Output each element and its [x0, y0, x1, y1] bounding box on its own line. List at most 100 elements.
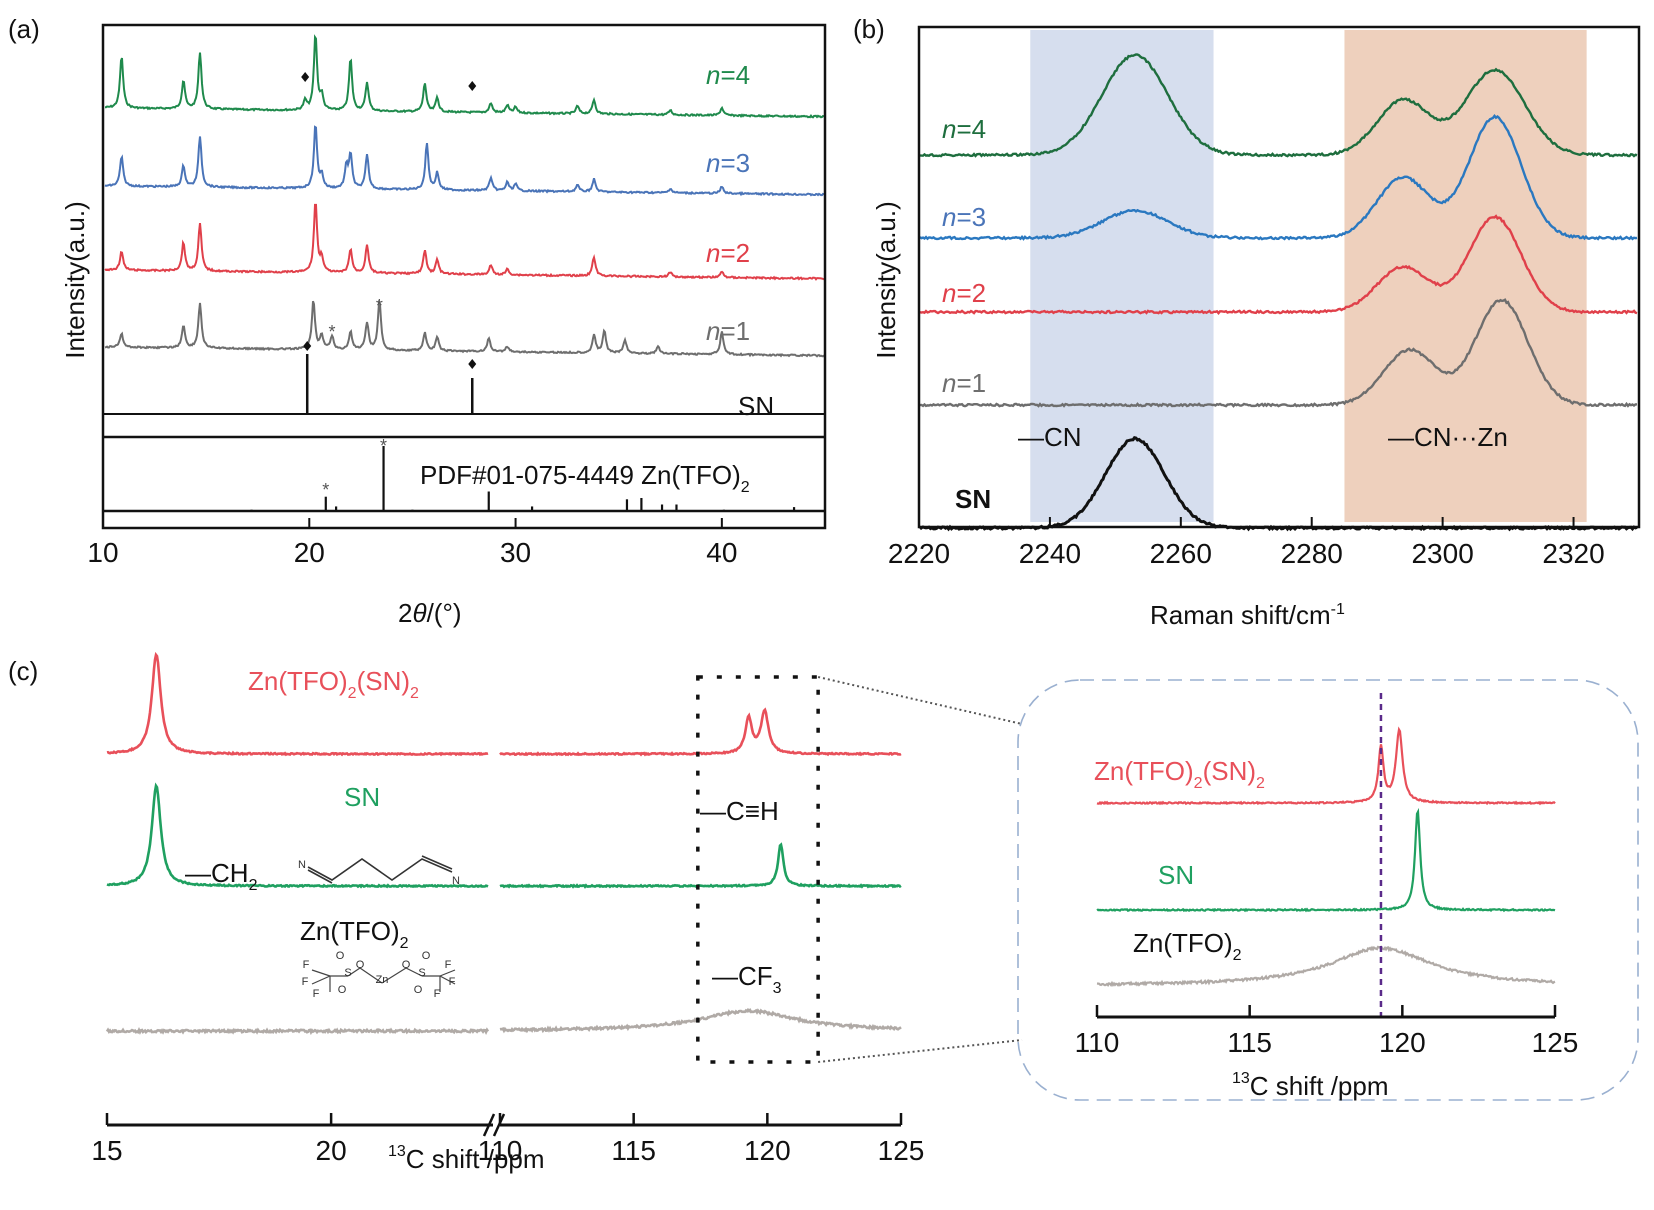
- tfo-atom-f: F: [302, 976, 309, 988]
- panel-label-c: (c): [8, 656, 38, 686]
- xtick-label-a: 10: [87, 537, 118, 568]
- xtick-label-b: 2280: [1281, 538, 1343, 569]
- tfo-bond: [439, 969, 456, 977]
- xtick-label-c: 125: [878, 1135, 925, 1166]
- xtick-label-b: 2260: [1150, 538, 1212, 569]
- xtick-label-b: 2320: [1542, 538, 1604, 569]
- tfo-atom-zn: Zn: [376, 974, 389, 986]
- inset-label-zntfo: Zn(TFO)2: [1133, 928, 1242, 964]
- series-label-n2: n=2: [706, 238, 750, 268]
- panel-b-frame: [917, 25, 1641, 529]
- raman-label-n4: n=4: [942, 114, 986, 144]
- nmr-line-Zn(TFO)2(SN)2-seg0: [106, 651, 489, 757]
- inset-line-Zn(TFO)2: [1096, 945, 1556, 988]
- xtick-label-c: 110: [478, 1135, 523, 1166]
- zoom-box: [696, 675, 820, 1064]
- xtick-label-inset: 120: [1379, 1027, 1426, 1058]
- panel-c-nmr: 15 20 110 115 120 125 13C shift /ppm Zn(TFO)2…: [91, 651, 1639, 1174]
- xrd-line-n3: [104, 125, 825, 197]
- raman-label-n2: n=2: [942, 278, 986, 308]
- nmr-line-SN-seg1: [499, 842, 902, 889]
- tfo-bond: [311, 969, 331, 977]
- tfo-atom-s: S: [418, 967, 425, 979]
- diamond-marker: [301, 72, 310, 82]
- raman-label-n1: n=1: [942, 368, 986, 398]
- nmr-label-zntfo: Zn(TFO)2: [300, 916, 409, 952]
- zoom-connector-top: [817, 676, 1023, 725]
- nmr-label-sn: SN: [344, 782, 380, 812]
- diamond-marker: [468, 359, 477, 369]
- sn-triple-bond-left: [307, 869, 333, 884]
- ref-label-pdf: PDF#01-075-4449 Zn(TFO)2: [420, 460, 750, 496]
- tfo-atom-o: O: [402, 959, 411, 971]
- xrd-line-n2: [104, 203, 825, 281]
- xtick-label-inset: 125: [1532, 1027, 1579, 1058]
- panel-c-xlabel: 13C shift /ppm: [388, 1143, 545, 1174]
- raman-line-n1: [919, 298, 1638, 408]
- annot-cequivh: —C≡H: [700, 796, 779, 826]
- sn-triple-bond-right: [421, 855, 453, 870]
- raman-label-sn: SN: [955, 484, 991, 514]
- ref-label-sn: SN: [738, 391, 774, 421]
- xtick-label-c: 20: [316, 1135, 347, 1166]
- raman-line-n4: [919, 53, 1638, 158]
- asterisk-marker: *: [322, 480, 329, 500]
- panel-b-xlabel: Raman shift/cm-1: [1150, 600, 1345, 630]
- tfo-bond: [381, 967, 407, 984]
- inset-xlabel: 13C shift /ppm: [1232, 1070, 1389, 1101]
- xtick-label-b: 2300: [1411, 538, 1473, 569]
- asterisk-marker: *: [380, 436, 387, 456]
- tfo-atom-s: S: [344, 967, 351, 979]
- tfo-atom-f: F: [449, 976, 456, 988]
- xtick-label-c: 115: [611, 1135, 656, 1166]
- series-label-n4: n=4: [706, 60, 750, 90]
- panel-label-b: (b): [853, 14, 885, 44]
- zoom-connector-bottom: [818, 1039, 1023, 1063]
- xrd-line-n4: [105, 34, 825, 119]
- inset-line-Zn(TFO)2(SN)2: [1096, 726, 1556, 806]
- panel-a-xrd: * * * * 10 20 30 40 Intensity(a.u.) 2θ/(°) n=4…: [60, 23, 827, 628]
- sn-molecule-structure: N N: [298, 855, 460, 887]
- panel-a-xlabel: 2θ/(°): [398, 598, 462, 628]
- tfo-atom-f: F: [313, 988, 320, 1000]
- sn-atom-n-left: N: [298, 859, 306, 871]
- xtick-label-b: 2220: [888, 538, 950, 569]
- tfo-bond: [405, 967, 423, 977]
- raman-label-n3: n=3: [942, 202, 986, 232]
- nmr-line-Zn(TFO)2(SN)2-seg1: [499, 707, 902, 757]
- nmr-line-SN-seg0: [106, 782, 489, 889]
- nmr-label-complex: Zn(TFO)2(SN)2: [248, 666, 419, 702]
- raman-band-cn: [1030, 30, 1214, 522]
- tfo-atom-o: O: [336, 950, 345, 962]
- diamond-marker: [303, 341, 312, 351]
- xrd-line-n1: [104, 299, 825, 358]
- xtick-label-inset: 115: [1227, 1027, 1272, 1058]
- inset-border: [1017, 679, 1639, 1101]
- raman-line-n2: [919, 214, 1638, 315]
- tfo-bond: [439, 975, 456, 985]
- xtick-label-b: 2240: [1019, 538, 1081, 569]
- xtick-label-a: 20: [294, 537, 325, 568]
- sn-atom-n-right: N: [452, 875, 460, 887]
- tfo-atom-o: O: [338, 984, 347, 996]
- annot-ch2: —CH2: [185, 858, 258, 894]
- xtick-label-c: 15: [91, 1135, 122, 1166]
- axis-break-mark: [482, 1113, 496, 1137]
- asterisk-marker: *: [328, 322, 335, 342]
- xtick-label-inset: 110: [1075, 1027, 1120, 1058]
- diamond-marker: [468, 81, 477, 91]
- tfo-bond: [359, 967, 383, 984]
- panel-b-raman: 2220 2240 2260 2280 2300 2320 Intensity(a.u.)…: [871, 25, 1641, 630]
- tfo-atom-o: O: [422, 950, 431, 962]
- series-label-n1: n=1: [706, 316, 750, 346]
- inset-label-sn: SN: [1158, 860, 1194, 890]
- xtick-label-c: 120: [744, 1135, 791, 1166]
- tfo-atom-f: F: [303, 959, 310, 971]
- panel-a-frame: [101, 23, 827, 530]
- panel-b-ylabel: Intensity(a.u.): [871, 201, 901, 359]
- inset-label-complex: Zn(TFO)2(SN)2: [1094, 756, 1265, 792]
- xtick-label-a: 30: [500, 537, 531, 568]
- tfo-atom-f: F: [445, 959, 452, 971]
